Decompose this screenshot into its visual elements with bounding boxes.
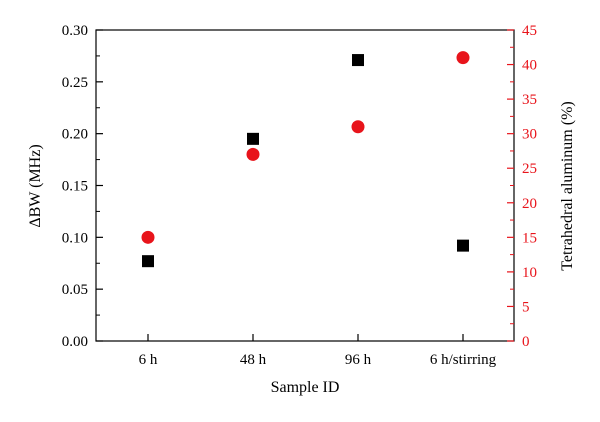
- x-tick-label: 48 h: [240, 352, 267, 368]
- right-tick-label: 40: [522, 58, 537, 74]
- left-tick-label: 0.10: [62, 230, 88, 246]
- right-axis-ticks: 0 5 10 15 20 25 30 35 40 45: [507, 23, 537, 350]
- left-axis-title: ΔBW (MHz): [27, 144, 44, 227]
- left-tick-label: 0.30: [62, 23, 88, 39]
- right-tick-label: 30: [522, 127, 537, 143]
- left-tick-label: 0.20: [62, 127, 88, 143]
- data-marks: [141, 51, 470, 268]
- right-tick-label: 5: [522, 299, 530, 315]
- square-point: [142, 255, 154, 268]
- x-axis-title: Sample ID: [271, 379, 340, 396]
- left-tick-label: 0.05: [62, 282, 88, 298]
- circle-point: [351, 120, 365, 134]
- right-tick-label: 35: [522, 92, 537, 108]
- x-axis-ticks: 6 h 48 h 96 h 6 h/stirring: [139, 334, 497, 368]
- left-tick-label: 0.15: [62, 179, 88, 195]
- x-tick-label: 6 h: [139, 352, 158, 368]
- left-tick-label: 0.25: [62, 75, 88, 91]
- circle-point: [246, 147, 260, 161]
- right-tick-label: 0: [522, 334, 530, 350]
- right-axis-title: Tetrahedral aluminum (%): [559, 101, 576, 270]
- right-tick-label: 10: [522, 265, 537, 281]
- right-tick-label: 25: [522, 161, 537, 177]
- plot-frame: [95, 29, 515, 342]
- square-point: [352, 54, 364, 67]
- square-point: [457, 239, 469, 252]
- right-tick-label: 45: [522, 23, 537, 39]
- right-tick-label: 20: [522, 196, 537, 212]
- square-point: [247, 132, 259, 145]
- right-tick-label: 15: [522, 230, 537, 246]
- left-tick-label: 0.00: [62, 334, 88, 350]
- circle-point: [141, 230, 155, 244]
- left-axis-ticks: 0.00 0.05 0.10 0.15 0.20 0.25 0.30: [62, 23, 103, 350]
- circle-point: [456, 51, 470, 65]
- x-tick-label: 96 h: [345, 352, 372, 368]
- x-tick-label: 6 h/stirring: [430, 352, 497, 368]
